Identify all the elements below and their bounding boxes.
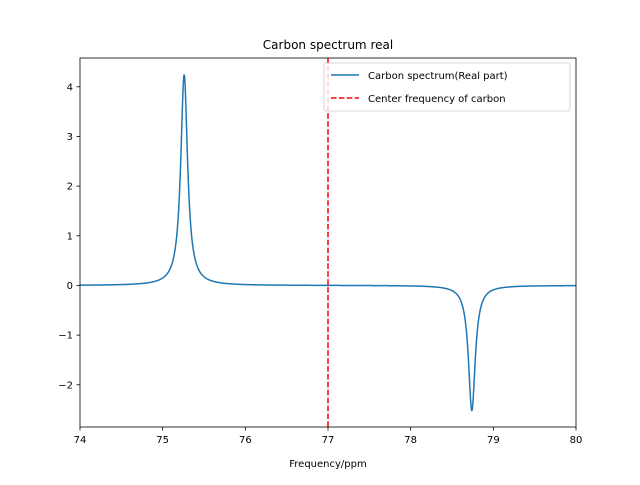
legend-label-spectrum: Carbon spectrum(Real part) <box>368 71 508 82</box>
y-tick-label: 0 <box>67 281 73 292</box>
y-tick-label: −2 <box>58 380 73 391</box>
legend: Carbon spectrum(Real part) Center freque… <box>323 62 571 112</box>
legend-box <box>323 62 571 112</box>
y-tick-label: 2 <box>67 182 73 193</box>
spectrum-line <box>80 74 576 412</box>
x-tick-label: 75 <box>156 435 169 446</box>
chart-title: Carbon spectrum real <box>263 38 393 52</box>
plot-area <box>80 58 576 427</box>
x-tick-label: 78 <box>404 435 417 446</box>
x-tick-label: 74 <box>74 435 87 446</box>
x-axis: 74 75 76 77 78 79 80 <box>74 427 583 446</box>
x-tick-label: 80 <box>570 435 583 446</box>
x-tick-label: 77 <box>322 435 335 446</box>
y-tick-label: 1 <box>67 231 73 242</box>
x-tick-label: 79 <box>487 435 500 446</box>
x-tick-label: 76 <box>239 435 252 446</box>
legend-label-center-frequency: Center frequency of carbon <box>368 94 506 105</box>
series-layer <box>80 58 576 427</box>
y-tick-label: 4 <box>67 82 73 93</box>
x-axis-label: Frequency/ppm <box>289 459 366 470</box>
y-tick-label: −1 <box>58 331 73 342</box>
y-tick-label: 3 <box>67 132 73 143</box>
y-axis: −2 −1 0 1 2 3 4 <box>58 82 80 391</box>
